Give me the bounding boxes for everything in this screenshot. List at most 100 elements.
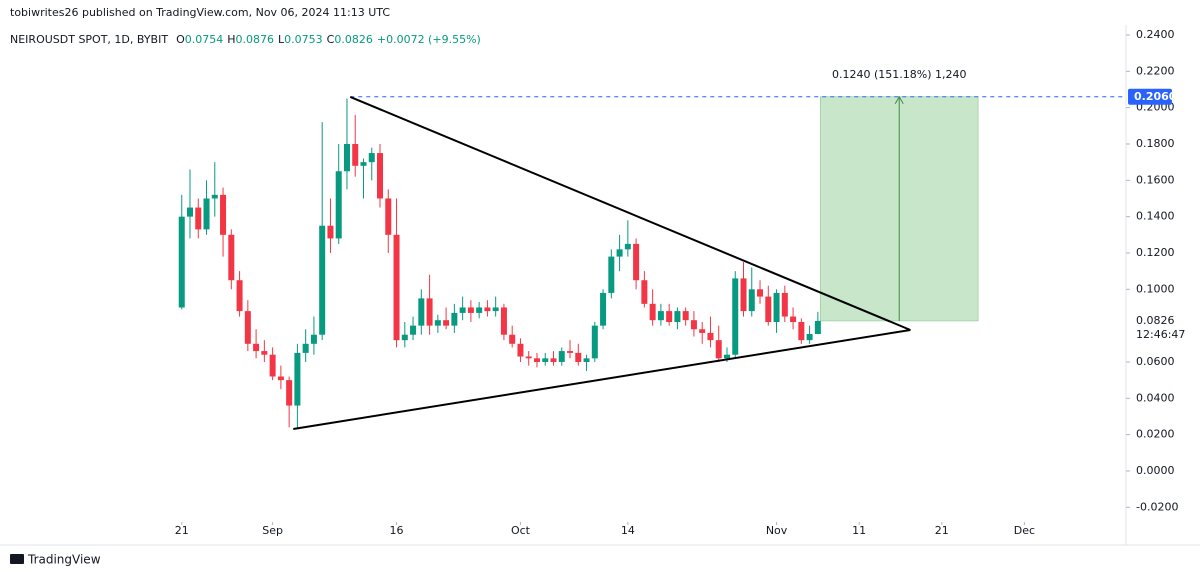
brand: TradingView (10, 553, 101, 567)
candle-body (228, 234, 235, 281)
x-tick-label: Oct (511, 524, 531, 537)
candle-body (500, 307, 507, 335)
candle-body (327, 225, 334, 239)
candle-body (286, 380, 293, 406)
candle-body (732, 278, 739, 355)
candle-body (236, 280, 243, 312)
y-tick-label: 0.0000 (1136, 464, 1175, 477)
y-tick-label: 0.2200 (1136, 64, 1175, 77)
ohlc-key: O (176, 33, 185, 46)
ohlc-value: 0.0826 (334, 33, 373, 46)
candle-body (509, 334, 516, 344)
candle-body (294, 352, 301, 406)
triangle-lower (293, 329, 911, 430)
x-tick-label: Dec (1014, 524, 1035, 537)
candle-body (393, 234, 400, 341)
target-price-tag (1128, 88, 1172, 105)
target-price-label: 0.2060 (1134, 90, 1177, 103)
candle-body (550, 358, 557, 362)
candle-body (377, 153, 384, 199)
candle-body (187, 207, 194, 217)
candle-body (814, 320, 821, 334)
candle-body (674, 311, 681, 322)
candle-body (707, 332, 714, 341)
candle-body (343, 143, 350, 172)
y-tick-label: 0.1800 (1136, 137, 1175, 150)
ohlc-key: C (327, 33, 335, 46)
candle-body (451, 312, 458, 326)
candle-body (220, 194, 227, 235)
candle-body (443, 320, 450, 326)
candle-body (459, 307, 466, 313)
y-tick-label: 0.0200 (1136, 428, 1175, 441)
candle-body (757, 289, 764, 297)
ohlc-value: 0.0753 (284, 33, 323, 46)
candle-body (368, 153, 375, 163)
candle-body (492, 307, 499, 312)
x-tick-label: Sep (262, 524, 283, 537)
candle-body (203, 198, 210, 230)
candle-body (542, 358, 549, 362)
candle-body (624, 243, 631, 250)
candle-body (476, 307, 483, 313)
candle-body (360, 162, 367, 166)
candle-body (682, 311, 689, 321)
candle-body (591, 325, 598, 359)
candle-body (567, 351, 574, 353)
candle-body (558, 351, 565, 362)
candle-body (195, 207, 202, 230)
publisher: tobiwrites26 published on TradingView.co… (10, 6, 390, 19)
candle-body (302, 343, 309, 353)
last-price-label: 0.0826 (1136, 314, 1175, 327)
candle-body (666, 311, 673, 322)
candle-body (715, 340, 722, 359)
countdown: 12:46:47 (1136, 328, 1185, 341)
x-tick-label: 11 (852, 524, 866, 537)
ohlc-key: H (227, 33, 235, 46)
candle-body (533, 358, 540, 362)
plot: 0.1240 (151.18%) 1,240 (178, 68, 1126, 430)
symbol: NEIROUSDT SPOT, 1D, BYBIT (10, 33, 168, 46)
candle-body (335, 171, 342, 239)
candle-body (517, 343, 524, 357)
brand-name: TradingView (27, 553, 101, 567)
candle-body (690, 320, 697, 330)
candle-body (277, 376, 284, 381)
x-tick-label: 16 (390, 524, 404, 537)
candle-body (352, 143, 359, 166)
candle-body (765, 296, 772, 322)
arrow-head (894, 95, 904, 105)
candle-body (616, 249, 623, 257)
candle-body (525, 356, 532, 359)
candle-body (575, 352, 582, 362)
candle-body (310, 334, 317, 344)
candle-body (608, 256, 615, 293)
candle-body (649, 303, 656, 321)
candle-body (319, 225, 326, 335)
target-text: 0.1240 (151.18%) 1,240 (832, 68, 967, 81)
candle-body (748, 289, 755, 312)
candle-body (385, 198, 392, 235)
candle-body (633, 243, 640, 281)
candle-body (269, 354, 276, 377)
y-tick-label: 0.1000 (1136, 282, 1175, 295)
candle-body (410, 325, 417, 335)
candle-body (211, 194, 218, 199)
candle-body (798, 322, 805, 341)
candle-body (244, 311, 251, 344)
candle-body (740, 278, 747, 312)
x-tick-label: 14 (621, 524, 635, 537)
candle-body (790, 316, 797, 322)
candle-body (600, 292, 607, 326)
y-tick-label: 0.0400 (1136, 391, 1175, 404)
ohlc-value: 0.0876 (236, 33, 275, 46)
candle-body (723, 354, 730, 359)
y-tick-label: 0.2400 (1136, 28, 1175, 41)
y-tick-label: -0.0200 (1136, 500, 1178, 513)
candle-body (401, 334, 408, 341)
candle-body (484, 307, 491, 312)
candle-body (261, 351, 268, 355)
y-tick-label: 0.1600 (1136, 173, 1175, 186)
